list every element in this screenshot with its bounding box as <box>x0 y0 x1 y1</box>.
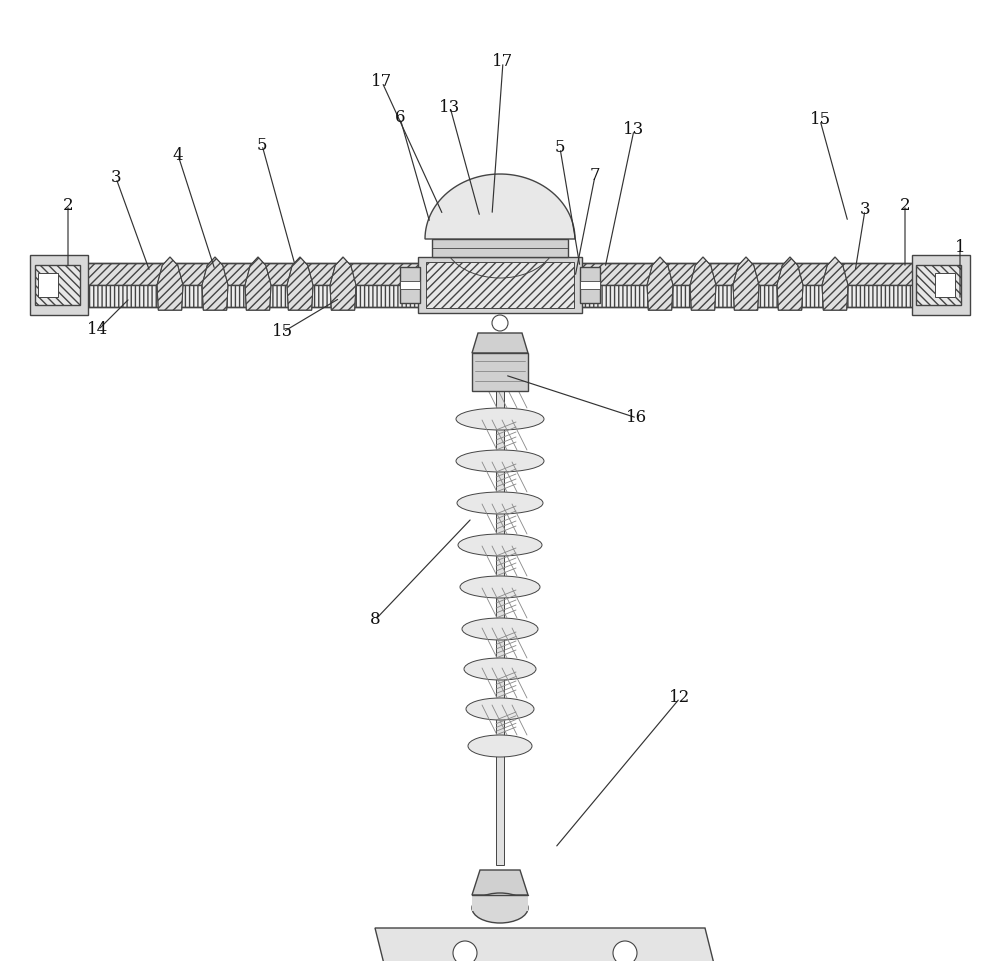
Text: 3: 3 <box>860 202 870 218</box>
Text: 2: 2 <box>63 196 73 213</box>
Text: 7: 7 <box>590 167 600 185</box>
Text: 16: 16 <box>626 409 648 427</box>
Bar <box>400 267 420 303</box>
Bar <box>426 262 574 308</box>
Text: 14: 14 <box>87 322 109 338</box>
Polygon shape <box>472 333 528 353</box>
Bar <box>38 273 58 297</box>
Ellipse shape <box>456 450 544 472</box>
Bar <box>82 285 422 307</box>
Polygon shape <box>690 257 716 310</box>
Polygon shape <box>472 870 528 895</box>
Text: 13: 13 <box>623 121 645 138</box>
Text: 15: 15 <box>272 324 294 340</box>
Bar <box>578 263 920 307</box>
Text: 8: 8 <box>370 611 380 628</box>
Bar <box>580 267 600 303</box>
Bar <box>912 255 970 315</box>
Circle shape <box>492 315 508 331</box>
Ellipse shape <box>466 698 534 720</box>
Bar <box>400 281 420 289</box>
Ellipse shape <box>456 408 544 430</box>
Polygon shape <box>245 257 271 310</box>
Ellipse shape <box>458 534 542 556</box>
Ellipse shape <box>462 618 538 640</box>
Polygon shape <box>647 257 673 310</box>
Polygon shape <box>375 928 725 961</box>
Text: 3: 3 <box>111 169 121 186</box>
Bar <box>82 263 422 307</box>
Bar <box>578 263 920 285</box>
Bar <box>418 257 582 313</box>
Circle shape <box>613 941 637 961</box>
Text: 5: 5 <box>257 136 267 154</box>
Text: 13: 13 <box>439 98 461 115</box>
Text: 17: 17 <box>492 54 514 70</box>
Ellipse shape <box>468 735 532 757</box>
Text: 5: 5 <box>555 139 565 157</box>
Bar <box>30 255 88 315</box>
Text: 15: 15 <box>809 111 831 129</box>
Polygon shape <box>733 257 759 310</box>
Bar <box>580 281 600 289</box>
Ellipse shape <box>472 893 528 923</box>
Polygon shape <box>425 174 575 239</box>
Text: 2: 2 <box>900 196 910 213</box>
Bar <box>432 239 568 257</box>
Bar <box>472 895 528 911</box>
Text: 12: 12 <box>669 689 691 706</box>
Ellipse shape <box>457 492 543 514</box>
Polygon shape <box>822 257 848 310</box>
Text: 1: 1 <box>955 239 965 257</box>
Ellipse shape <box>460 576 540 598</box>
Text: 4: 4 <box>173 146 183 163</box>
Polygon shape <box>777 257 803 310</box>
Bar <box>472 353 528 391</box>
Bar <box>35 265 80 305</box>
Polygon shape <box>157 257 183 310</box>
Polygon shape <box>202 257 228 310</box>
Polygon shape <box>330 257 356 310</box>
Text: 17: 17 <box>371 73 393 90</box>
Bar <box>916 265 961 305</box>
Ellipse shape <box>464 658 536 680</box>
Bar <box>578 285 920 307</box>
Text: 6: 6 <box>395 110 405 127</box>
Bar <box>82 263 422 285</box>
Circle shape <box>453 941 477 961</box>
Polygon shape <box>287 257 313 310</box>
Bar <box>935 273 955 297</box>
Bar <box>496 391 504 865</box>
